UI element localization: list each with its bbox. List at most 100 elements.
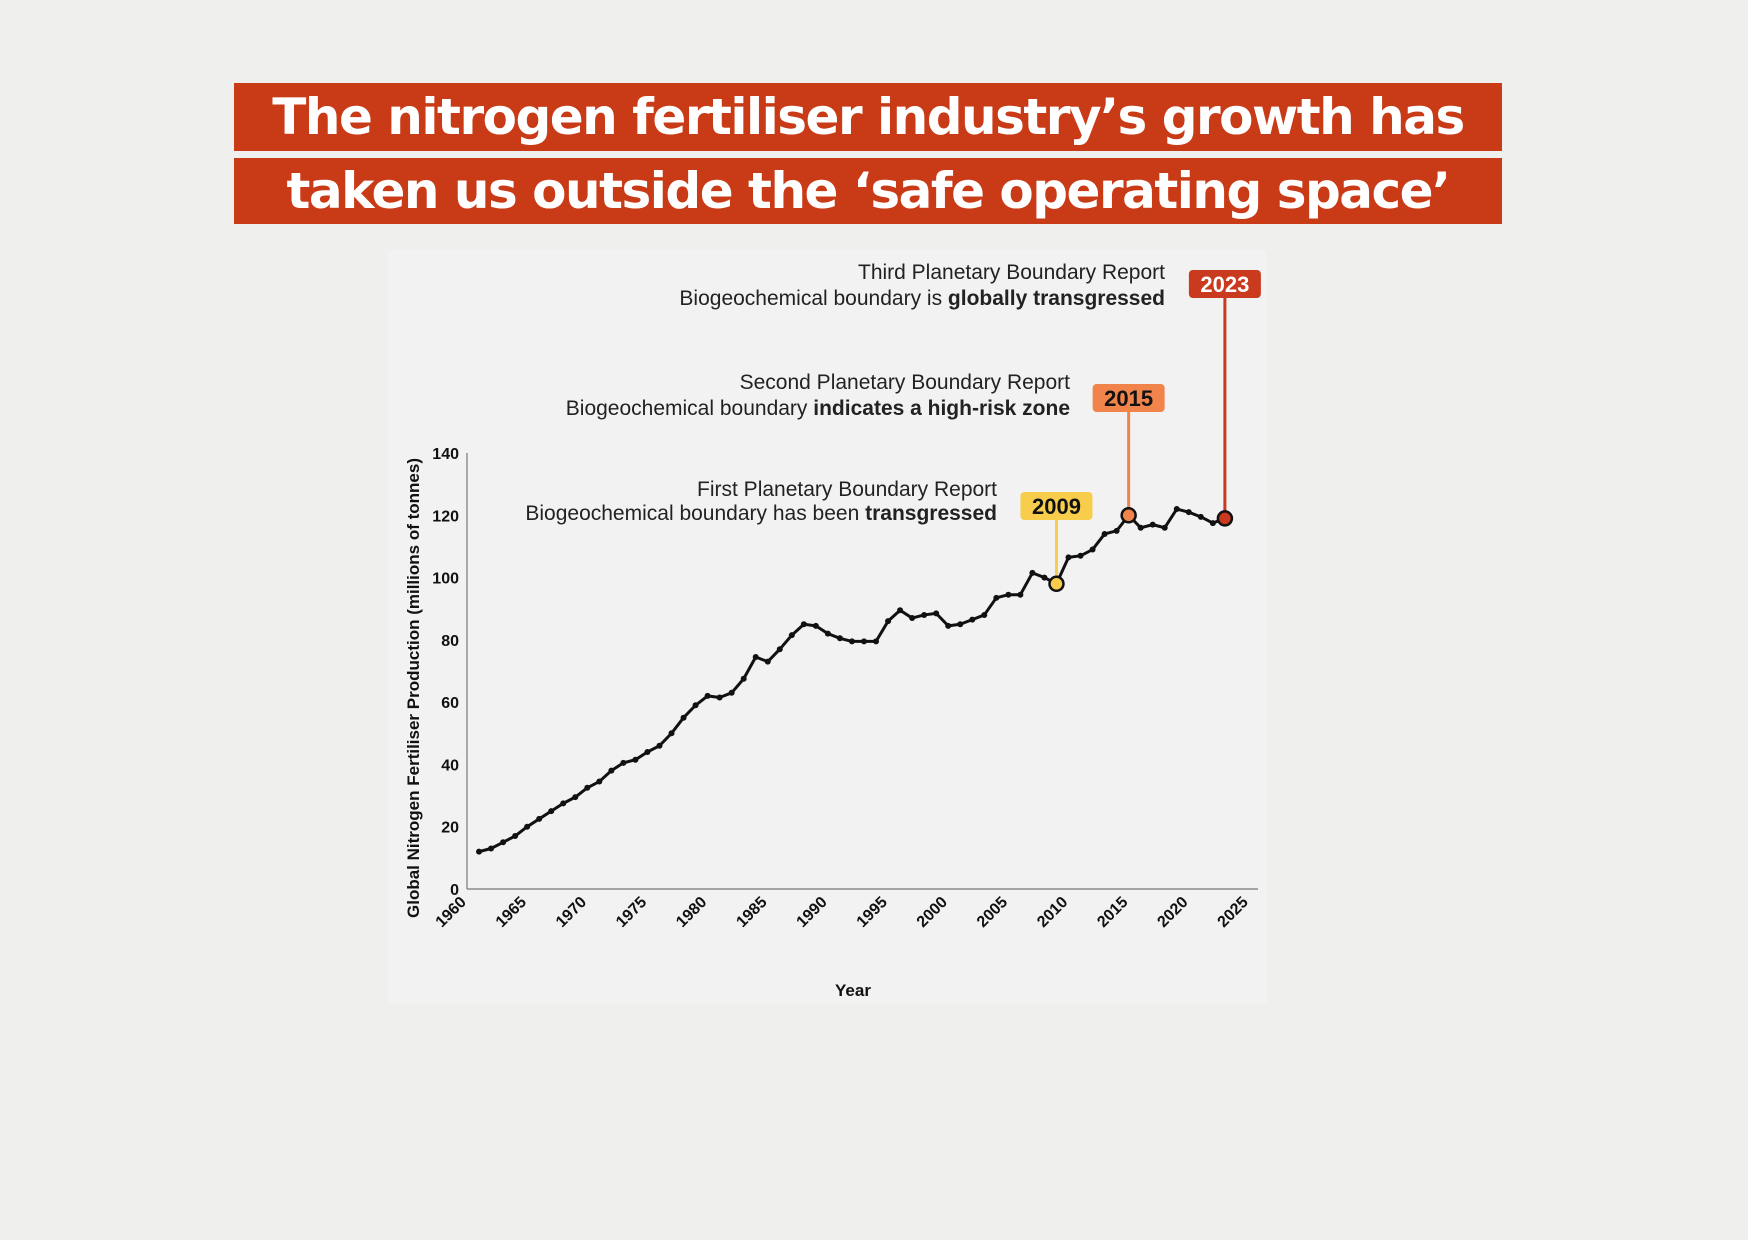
- data-point: [812, 622, 819, 629]
- data-point: [1101, 530, 1108, 537]
- data-point: [476, 848, 483, 855]
- y-tick-label: 0: [450, 882, 459, 899]
- annotation-title: Third Planetary Boundary Report: [858, 261, 1165, 284]
- title-line-2: taken us outside the ‘safe operating spa…: [286, 162, 1451, 220]
- data-point: [680, 714, 687, 721]
- x-tick-label: 1985: [733, 894, 770, 931]
- y-tick-label: 80: [441, 633, 459, 650]
- title-line-1: The nitrogen fertiliser industry’s growt…: [272, 88, 1465, 146]
- data-point: [1137, 524, 1144, 531]
- data-point: [1161, 524, 1168, 531]
- data-point: [1113, 527, 1120, 534]
- x-axis-title: Year: [835, 981, 871, 1000]
- series-line: [476, 506, 1234, 855]
- data-point: [909, 615, 916, 622]
- data-point: [644, 748, 651, 755]
- x-tick-label: 1975: [613, 894, 650, 931]
- data-point: [848, 638, 855, 645]
- annotation-detail-normal: Biogeochemical boundary: [566, 397, 814, 420]
- year-badge-2009: [1020, 492, 1093, 520]
- data-point: [656, 742, 663, 749]
- title-banner-line-1: The nitrogen fertiliser industry’s growt…: [234, 83, 1502, 151]
- data-point: [704, 692, 711, 699]
- data-point: [836, 635, 843, 642]
- y-axis-title: Global Nitrogen Fertiliser Production (m…: [404, 458, 423, 918]
- annotation-detail-bold: globally transgressed: [948, 287, 1165, 310]
- x-tick-label: 1970: [553, 894, 590, 931]
- y-tick-label: 60: [441, 695, 459, 712]
- highlight-point-2015: [1120, 507, 1137, 524]
- data-point: [692, 702, 699, 709]
- data-point: [1041, 574, 1048, 581]
- x-tick-label: 1980: [673, 894, 710, 931]
- x-tick-label: 2025: [1215, 894, 1252, 931]
- y-tick-label: 140: [432, 446, 459, 463]
- data-point: [752, 653, 759, 660]
- x-tick-label: 2010: [1034, 894, 1071, 931]
- data-point: [1185, 509, 1192, 516]
- data-point: [632, 756, 639, 763]
- data-point: [536, 815, 543, 822]
- x-tick-label: 1965: [493, 894, 530, 931]
- x-tick-label: 2015: [1094, 894, 1131, 931]
- data-point: [1173, 506, 1180, 513]
- x-tick-label: 2000: [914, 894, 951, 931]
- data-point: [512, 833, 519, 840]
- data-point: [500, 839, 507, 846]
- data-point: [1005, 591, 1012, 598]
- data-point: [608, 767, 615, 774]
- data-point: [945, 622, 952, 629]
- y-tick-label: 100: [432, 571, 459, 588]
- data-point: [885, 618, 892, 625]
- data-point: [957, 621, 964, 628]
- y-tick-label: 120: [432, 508, 459, 525]
- data-point: [897, 607, 904, 614]
- data-point: [584, 784, 591, 791]
- data-point: [668, 730, 675, 737]
- x-tick-label: 2020: [1154, 894, 1191, 931]
- data-point: [981, 611, 988, 618]
- x-tick-label: 1990: [794, 894, 831, 931]
- data-point: [596, 778, 603, 785]
- highlight-point-2009: [1048, 575, 1065, 593]
- year-badge-2023: [1188, 270, 1261, 298]
- year-badge-label: 2009: [1032, 494, 1081, 519]
- y-tick-label: 20: [441, 820, 459, 837]
- annotation-title: Second Planetary Boundary Report: [740, 371, 1071, 394]
- data-point: [548, 808, 555, 815]
- annotation-detail-bold: transgressed: [865, 502, 997, 525]
- annotation-detail-normal: Biogeochemical boundary has been: [525, 502, 865, 525]
- x-tick-label: 1995: [854, 894, 891, 931]
- data-point: [1029, 569, 1036, 576]
- x-tick-label: 1960: [433, 894, 470, 931]
- data-point: [1065, 554, 1072, 561]
- data-point: [740, 675, 747, 682]
- annotation-title: First Planetary Boundary Report: [697, 478, 997, 501]
- data-point: [1197, 513, 1204, 520]
- data-point: [969, 616, 976, 623]
- annotation-detail: Biogeochemical boundary indicates a high…: [566, 397, 1070, 420]
- data-point: [933, 610, 940, 617]
- data-point: [524, 823, 531, 830]
- data-point: [572, 794, 579, 801]
- highlight-point-2023: [1216, 510, 1234, 527]
- data-point: [824, 630, 831, 637]
- year-badge-label: 2015: [1104, 386, 1153, 411]
- annotation-detail-bold: indicates a high-risk zone: [813, 397, 1070, 420]
- data-point: [993, 594, 1000, 601]
- data-point: [620, 759, 627, 766]
- series-path: [478, 507, 1226, 854]
- y-tick-label: 40: [441, 757, 459, 774]
- data-point: [1077, 552, 1084, 559]
- data-point: [800, 621, 807, 628]
- data-point: [776, 646, 783, 653]
- data-point: [1209, 520, 1216, 527]
- data-point: [1149, 521, 1156, 528]
- year-badge-2015: [1092, 384, 1165, 412]
- data-point: [1017, 591, 1024, 598]
- data-point: [488, 845, 495, 852]
- data-point: [860, 638, 867, 645]
- data-point: [764, 658, 771, 665]
